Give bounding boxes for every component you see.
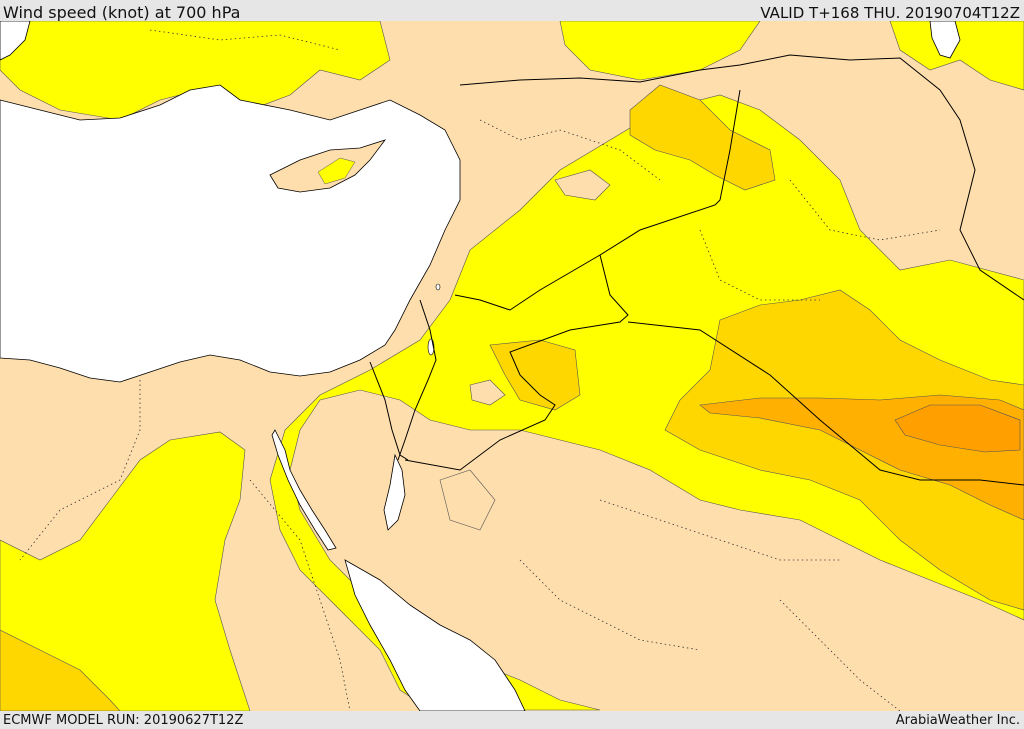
low-wind-pocket-3 <box>469 379 506 406</box>
max-wind-core <box>894 404 1021 453</box>
low-wind-pocket-1 <box>439 469 496 531</box>
valid-time: VALID T+168 THU. 20190704T12Z <box>760 4 1020 22</box>
moderate-wind-region-ne-corner <box>889 21 1024 91</box>
northwest-sea <box>0 21 31 61</box>
province-boundaries <box>19 29 941 711</box>
cyprus-wind-patch <box>317 157 356 185</box>
lake-van <box>929 21 961 59</box>
map-title: Wind speed (knot) at 700 hPa <box>3 3 241 22</box>
wind-speed-map <box>0 21 1024 711</box>
high-wind-region-southwest <box>0 629 121 711</box>
header-bar: Wind speed (knot) at 700 hPa VALID T+168… <box>0 0 1024 22</box>
moderate-wind-region-northeast <box>559 21 761 81</box>
gulf-of-aqaba <box>383 453 406 531</box>
credit-label: ArabiaWeather Inc. <box>895 713 1020 728</box>
moderate-wind-region <box>269 94 1024 711</box>
low-wind-pocket-2 <box>554 169 611 201</box>
gulf-of-suez <box>271 429 337 551</box>
high-wind-region-syria <box>629 84 776 191</box>
model-run: ECMWF MODEL RUN: 20190627T12Z <box>3 713 244 728</box>
moderate-wind-region-west <box>0 431 251 711</box>
high-wind-region-iraq <box>664 289 1024 611</box>
country-borders <box>369 54 1024 486</box>
sea-of-galilee <box>435 283 441 291</box>
footer-bar: ECMWF MODEL RUN: 20190627T12Z ArabiaWeat… <box>0 711 1024 729</box>
red-sea <box>344 559 526 711</box>
